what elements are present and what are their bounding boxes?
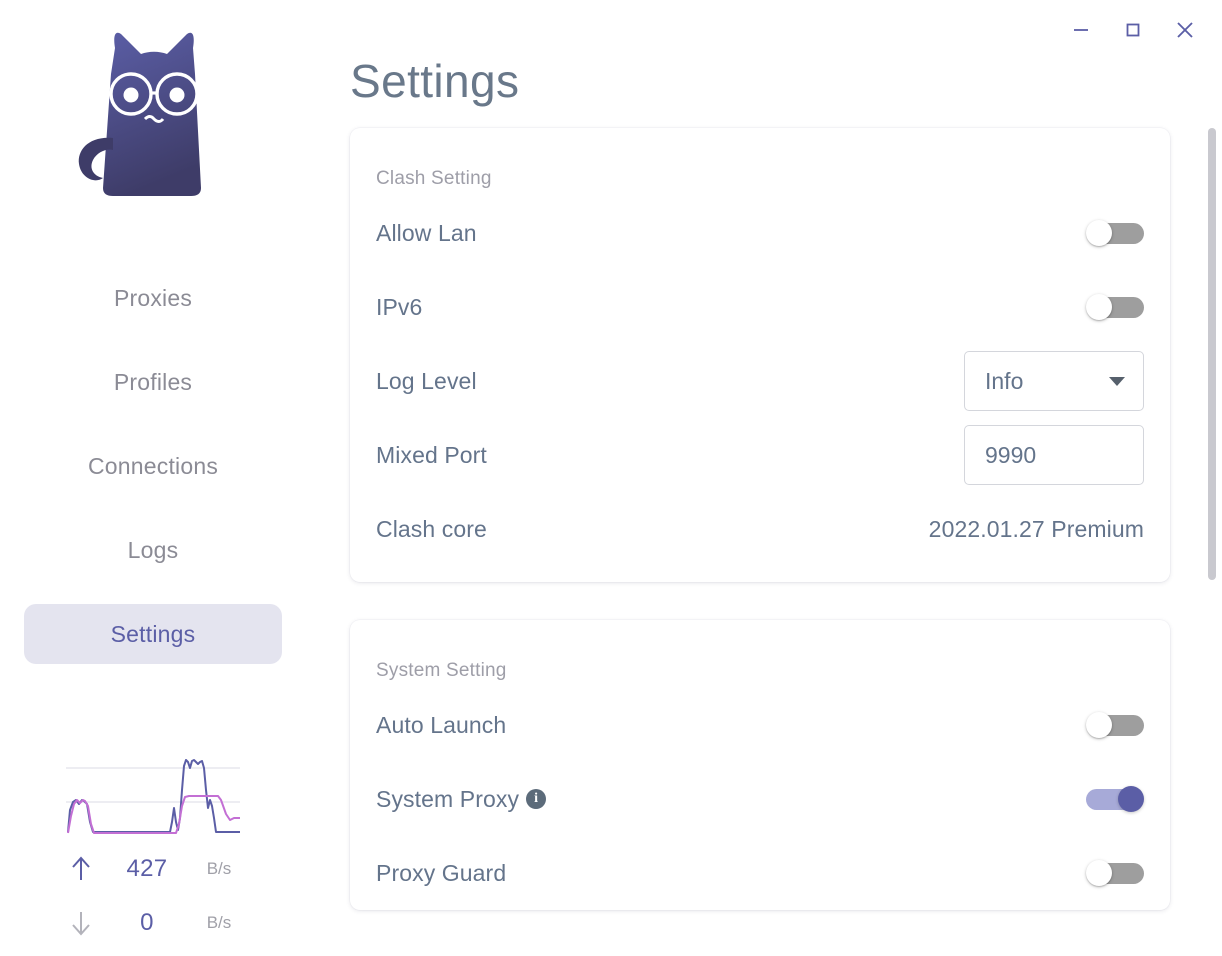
maximize-button[interactable] — [1110, 10, 1156, 50]
cat-logo — [53, 16, 253, 226]
setting-row-clash-core: Clash core 2022.01.27 Premium — [376, 492, 1144, 566]
upload-speed-value: 427 — [126, 855, 168, 882]
sidebar-item-label: Proxies — [113, 284, 193, 311]
sidebar-item-profiles[interactable]: Profiles — [24, 352, 282, 412]
setting-row-log-level: Log Level Info — [376, 344, 1144, 418]
traffic-download-row: 0 B/s — [58, 896, 248, 950]
minimize-icon — [1070, 19, 1092, 41]
sidebar-item-settings[interactable]: Settings — [24, 604, 282, 664]
scrollbar-thumb[interactable] — [1208, 128, 1216, 580]
setting-label: Proxy Guard — [376, 859, 507, 886]
system-proxy-toggle[interactable] — [1086, 786, 1144, 812]
toggle-thumb — [1086, 294, 1112, 320]
setting-label: Auto Launch — [376, 711, 507, 738]
proxy-guard-toggle[interactable] — [1086, 860, 1144, 886]
upload-speed-unit: B/s — [206, 859, 232, 878]
main-content: Settings Clash Setting Allow Lan IPv6 — [306, 0, 1222, 956]
setting-label-group: System Proxy i — [376, 785, 547, 813]
sidebar: Proxies Profiles Connections Logs Settin… — [0, 0, 306, 956]
window-titlebar — [1002, 0, 1222, 60]
allow-lan-toggle[interactable] — [1086, 220, 1144, 246]
sidebar-item-label: Settings — [110, 620, 196, 647]
traffic-sparkline-chart — [58, 748, 248, 840]
toggle-thumb — [1086, 220, 1112, 246]
settings-scroll-area[interactable]: Clash Setting Allow Lan IPv6 — [306, 128, 1222, 956]
setting-row-proxy-guard: Proxy Guard — [376, 836, 1144, 910]
mixed-port-input[interactable] — [964, 425, 1144, 485]
clash-setting-card: Clash Setting Allow Lan IPv6 — [350, 128, 1170, 582]
setting-row-system-proxy: System Proxy i — [376, 762, 1144, 836]
card-section-label: Clash Setting — [376, 168, 492, 189]
system-setting-card: System Setting Auto Launch System Proxy … — [350, 620, 1170, 910]
sidebar-item-label: Profiles — [113, 368, 193, 395]
setting-label: Mixed Port — [376, 441, 487, 468]
log-level-select[interactable]: Info — [964, 351, 1144, 411]
traffic-upload-row: 427 B/s — [58, 842, 248, 896]
setting-row-ipv6: IPv6 — [376, 270, 1144, 344]
setting-row-auto-launch: Auto Launch — [376, 688, 1144, 762]
sidebar-item-label: Logs — [127, 536, 179, 563]
setting-label: Log Level — [376, 367, 477, 394]
maximize-icon — [1122, 19, 1144, 41]
scrollbar-track[interactable] — [1208, 0, 1216, 956]
page-title: Settings — [350, 55, 520, 107]
close-button[interactable] — [1162, 10, 1208, 50]
toggle-thumb — [1118, 786, 1144, 812]
clash-core-version: 2022.01.27 Premium — [928, 515, 1144, 542]
traffic-widget: 427 B/s 0 B/s — [0, 748, 306, 950]
info-icon[interactable]: i — [526, 789, 547, 809]
arrow-up-icon — [58, 854, 104, 884]
sidebar-item-label: Connections — [87, 452, 219, 479]
sidebar-item-logs[interactable]: Logs — [24, 520, 282, 580]
arrow-down-icon — [58, 908, 104, 938]
setting-label: Allow Lan — [376, 219, 477, 246]
setting-row-mixed-port: Mixed Port — [376, 418, 1144, 492]
setting-label: System Proxy — [376, 785, 520, 812]
download-speed-value: 0 — [140, 909, 154, 936]
toggle-thumb — [1086, 712, 1112, 738]
setting-row-allow-lan: Allow Lan — [376, 196, 1144, 270]
setting-label: Clash core — [376, 515, 487, 542]
ipv6-toggle[interactable] — [1086, 294, 1144, 320]
traffic-stats: 427 B/s 0 B/s — [58, 842, 248, 950]
setting-label: IPv6 — [376, 293, 423, 320]
card-section-label: System Setting — [376, 660, 507, 681]
chevron-down-icon — [1109, 376, 1125, 386]
sidebar-nav: Proxies Profiles Connections Logs Settin… — [0, 268, 306, 688]
auto-launch-toggle[interactable] — [1086, 712, 1144, 738]
close-icon — [1173, 18, 1197, 42]
toggle-thumb — [1086, 860, 1112, 886]
download-speed-unit: B/s — [206, 913, 232, 932]
sidebar-item-proxies[interactable]: Proxies — [24, 268, 282, 328]
sidebar-item-connections[interactable]: Connections — [24, 436, 282, 496]
log-level-value: Info — [985, 367, 1024, 394]
minimize-button[interactable] — [1058, 10, 1104, 50]
